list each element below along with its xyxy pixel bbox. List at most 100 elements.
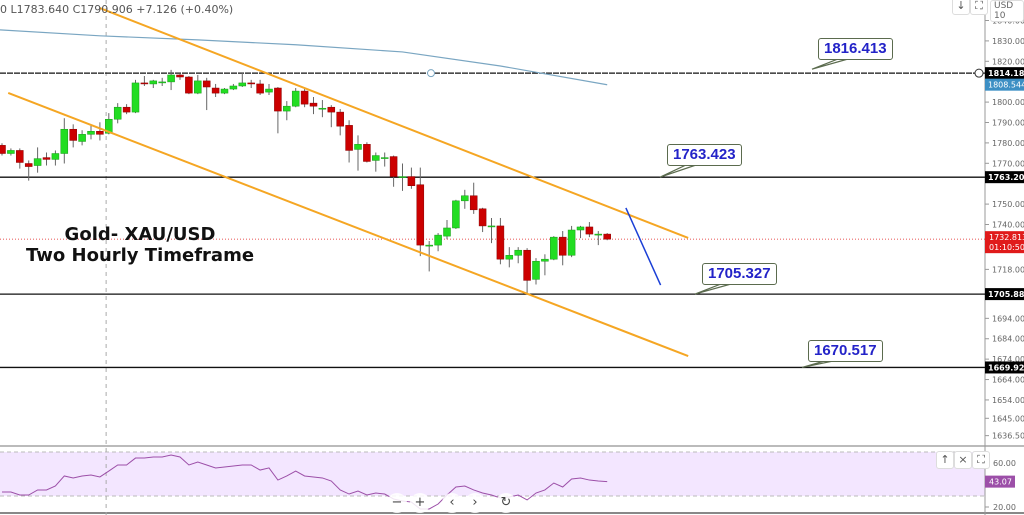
trendline-channel-lower <box>7 91 689 358</box>
candle-body <box>24 163 33 167</box>
candle-body <box>16 150 24 163</box>
moving-average-line <box>0 29 608 86</box>
rsi-maximize-icon[interactable]: ⛶ <box>972 451 990 469</box>
candle-body <box>176 74 184 78</box>
candle-body <box>469 195 478 211</box>
candle-body <box>514 249 522 256</box>
scroll-right-button[interactable]: › <box>465 493 485 513</box>
candle-body <box>78 134 86 142</box>
candle-body <box>496 225 505 260</box>
rsi-tick-label: 60.00 <box>993 459 1016 468</box>
price-tick-label: 1645.000 <box>992 414 1024 423</box>
candle-body <box>603 233 611 240</box>
candle-body <box>158 81 166 84</box>
candle-body <box>220 88 229 94</box>
candle-body <box>96 131 104 135</box>
level-price-label: 1669.921 <box>988 363 1024 372</box>
candle-body <box>167 74 175 83</box>
rsi-close-icon[interactable]: × <box>954 451 972 469</box>
candle-body <box>532 260 540 280</box>
candle-body <box>398 176 407 178</box>
price-tick-label: 1800.000 <box>992 98 1024 107</box>
price-tick-label: 1684.000 <box>992 335 1024 344</box>
price-tick-label: 1780.000 <box>992 139 1024 148</box>
candle-body <box>576 226 585 231</box>
candle-body <box>585 226 594 235</box>
level-price-label-bg <box>985 171 1024 184</box>
scale-down-icon[interactable]: ↓ <box>952 0 970 15</box>
candle-body <box>345 125 353 151</box>
reset-chart-button[interactable]: ↻ <box>496 493 516 513</box>
ma-price-label: 1808.544 <box>988 81 1024 90</box>
callout-pointer <box>659 164 697 178</box>
ohlc-readout: 0 L1783.640 C1790.906 +7.126 (+0.40%) <box>0 3 234 16</box>
last-price-label: 1732.813 <box>989 233 1024 242</box>
zoom-in-button[interactable]: + <box>410 493 430 513</box>
candle-body <box>131 82 140 113</box>
level-anchor-handle <box>427 69 435 78</box>
candle-body <box>505 255 514 260</box>
level-price-label: 1763.201 <box>988 173 1024 182</box>
candle-body <box>416 184 425 246</box>
fullscreen-icon[interactable]: ⛶ <box>970 0 988 15</box>
price-tick-label: 1830.000 <box>992 37 1024 46</box>
candle-body <box>238 82 247 87</box>
bar-countdown-label: 01:10:50 <box>989 243 1024 252</box>
candle-body <box>256 83 264 94</box>
zoom-out-button[interactable]: − <box>387 493 407 513</box>
candle-body <box>434 234 442 246</box>
chart-annotation-title: Gold- XAU/USD Two Hourly Timeframe <box>20 224 260 266</box>
candle-body <box>149 80 158 85</box>
trendline-channel-upper <box>99 7 689 239</box>
price-tick-label: 1694.000 <box>992 314 1024 323</box>
callout-pointer <box>811 58 849 70</box>
candle-body <box>523 249 531 281</box>
candle-body <box>336 111 344 127</box>
candle-body <box>122 106 131 113</box>
price-tick-label: 1740.000 <box>992 221 1024 230</box>
candle-body <box>229 85 238 90</box>
candle-body <box>478 208 487 227</box>
currency-suffix: 10 <box>994 11 1006 21</box>
scroll-left-button[interactable]: ‹ <box>442 493 462 513</box>
candle-body <box>87 131 95 135</box>
rsi-value-label: 43.07 <box>989 478 1012 487</box>
candle-body <box>541 258 549 262</box>
rsi-value-label-bg <box>985 475 1015 488</box>
price-tick-label: 1664.000 <box>992 376 1024 385</box>
currency-label[interactable]: USD 10 <box>990 0 1024 22</box>
candle-body <box>194 80 202 94</box>
candle-body <box>211 87 220 94</box>
candle-body <box>291 90 300 107</box>
candle-body <box>567 229 576 256</box>
rsi-tick-label: 20.00 <box>993 503 1016 512</box>
candle-body <box>354 144 362 150</box>
candle-body <box>202 80 211 88</box>
candle-body <box>7 150 15 154</box>
candle-body <box>265 88 273 93</box>
level-price-label-bg <box>985 67 1024 80</box>
candle-body <box>60 128 69 154</box>
level-callout-1705: 1705.327 <box>702 263 777 285</box>
price-tick-label: 1674.000 <box>992 355 1024 364</box>
candle-body <box>558 236 567 256</box>
candle-body <box>407 176 416 186</box>
level-price-label: 1814.189 <box>988 69 1024 78</box>
level-callout-1763: 1763.423 <box>667 144 742 166</box>
candle-body <box>550 236 558 260</box>
candle-body <box>327 106 336 113</box>
candle-body <box>33 158 42 166</box>
rsi-move-up-icon[interactable]: ↑ <box>936 451 954 469</box>
trendline-projection <box>625 207 662 286</box>
level-price-label-bg <box>985 288 1024 301</box>
candle-body <box>113 106 122 120</box>
candle-body <box>140 82 149 85</box>
candle-body <box>309 102 318 107</box>
candle-body <box>105 118 113 134</box>
candle-body <box>0 145 6 154</box>
price-tick-label: 1770.000 <box>992 159 1024 168</box>
candle-body <box>372 155 380 161</box>
candle-body <box>487 225 496 228</box>
level-callout-1670: 1670.517 <box>808 340 883 362</box>
